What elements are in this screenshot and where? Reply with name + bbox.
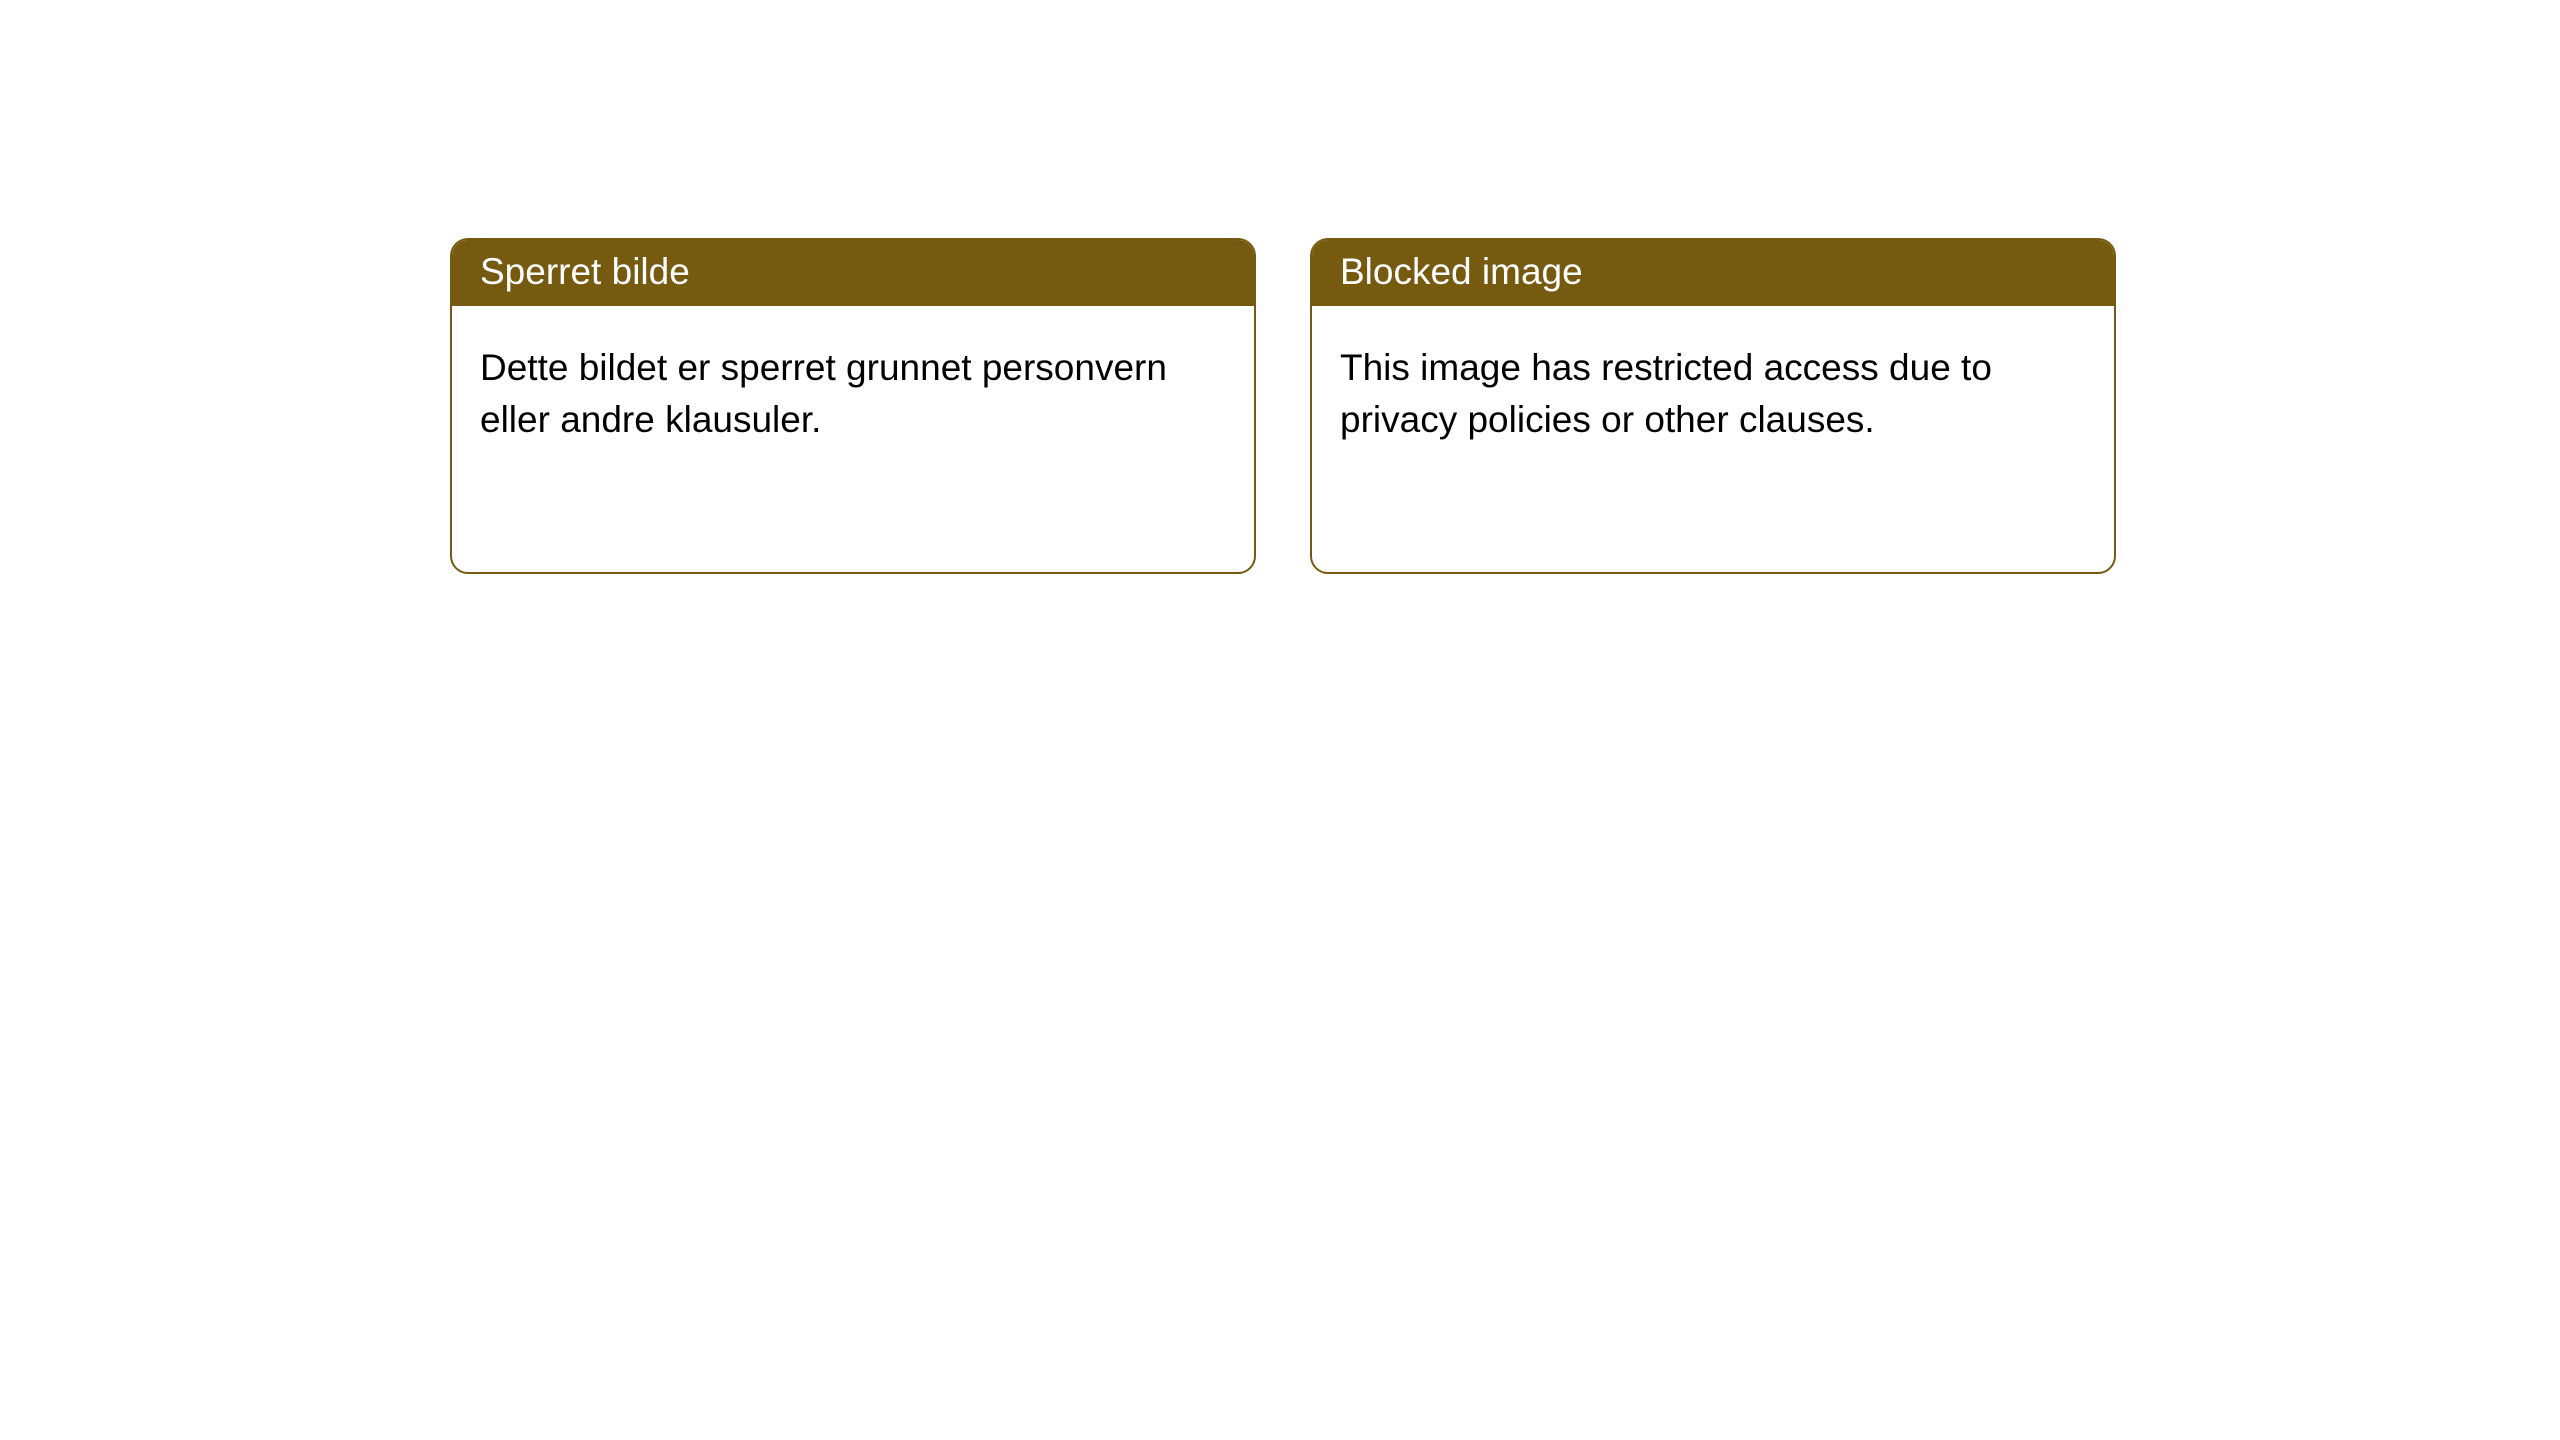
- notice-title: Sperret bilde: [480, 251, 690, 292]
- notice-body: Dette bildet er sperret grunnet personve…: [452, 306, 1254, 482]
- notice-title: Blocked image: [1340, 251, 1583, 292]
- notice-header: Blocked image: [1312, 240, 2114, 306]
- notice-card-norwegian: Sperret bilde Dette bildet er sperret gr…: [450, 238, 1256, 574]
- notice-container: Sperret bilde Dette bildet er sperret gr…: [0, 0, 2560, 574]
- notice-header: Sperret bilde: [452, 240, 1254, 306]
- notice-card-english: Blocked image This image has restricted …: [1310, 238, 2116, 574]
- notice-message: This image has restricted access due to …: [1340, 347, 1992, 440]
- notice-message: Dette bildet er sperret grunnet personve…: [480, 347, 1167, 440]
- notice-body: This image has restricted access due to …: [1312, 306, 2114, 482]
